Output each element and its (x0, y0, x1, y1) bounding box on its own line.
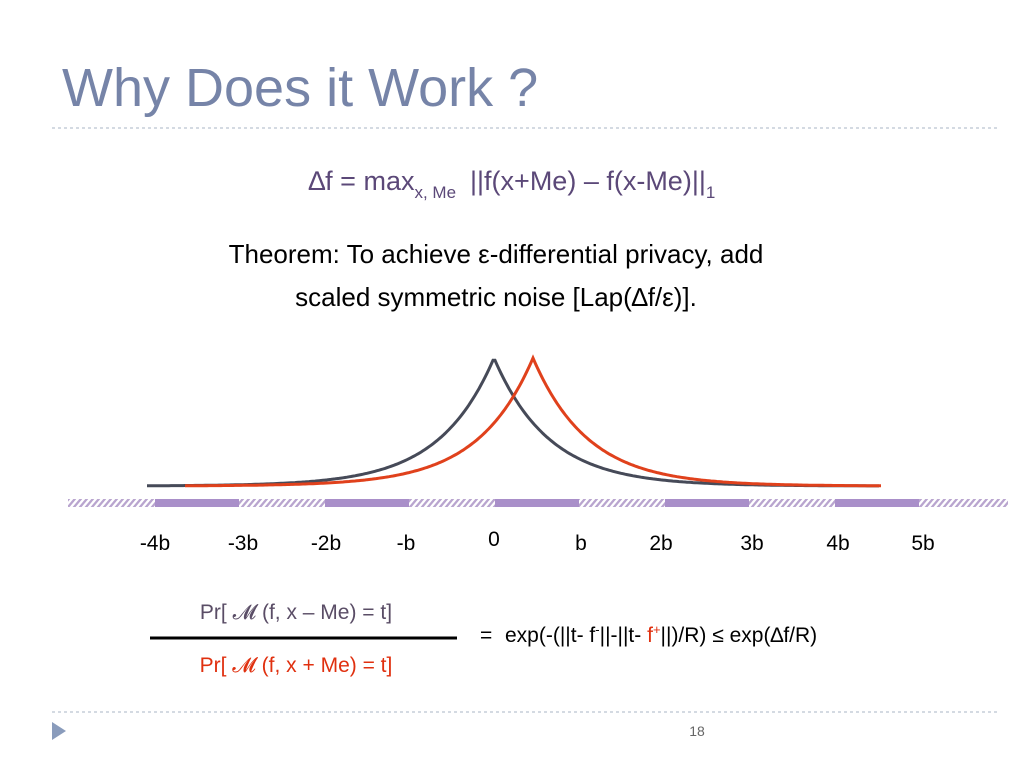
rhs-part: ||)/R) ≤ exp(∆f/R) (661, 624, 818, 647)
nav-arrow[interactable] (52, 722, 66, 740)
ratio-denominator: Pr[ 𝓜 (f, x + Me) = t] (200, 654, 393, 677)
axis-segment (665, 499, 749, 507)
formula-lhs: ∆f = max (309, 166, 415, 196)
page-number: 18 (689, 723, 705, 739)
axis-segment (155, 499, 239, 507)
rhs-sup: + (653, 622, 661, 637)
axis-label: 3b (740, 532, 763, 555)
axis-segment (835, 499, 919, 507)
rhs-part: ||-||t- (600, 624, 647, 647)
axis-label: -b (397, 532, 416, 555)
axis-segment (495, 499, 579, 507)
axis-label: b (575, 532, 587, 555)
axis-label: 2b (649, 532, 672, 555)
axis-label: 4b (826, 532, 849, 555)
slide-title: Why Does it Work ? (62, 58, 538, 118)
rhs-part: exp(-(||t- (505, 624, 589, 647)
equals-sign: = (480, 624, 492, 647)
sensitivity-formula: ∆f = maxx, Me ||f(x+Me) – f(x-Me)||1 (309, 166, 716, 202)
formula-norm: 1 (706, 183, 715, 202)
axis-label: 5b (911, 532, 934, 555)
formula-rhs: ||f(x+Me) – f(x-Me)|| (470, 166, 706, 196)
laplace-curve (147, 358, 879, 488)
rhs-part: f (589, 624, 595, 647)
ratio-rhs: exp(-(||t- f-||-||t- f+||)/R) ≤ exp(∆f/R… (505, 622, 817, 647)
rhs-sup: - (595, 622, 599, 637)
ratio-numerator: Pr[ 𝓜 (f, x – Me) = t] (200, 601, 392, 624)
rhs-part: f (647, 624, 653, 647)
laplace-curve-shifted (185, 354, 881, 488)
formula-sub: x, Me (414, 183, 456, 202)
axis-label: -4b (140, 532, 170, 555)
theorem-line: Theorem: To achieve ε-differential priva… (229, 239, 764, 269)
axis-segment (325, 499, 409, 507)
axis-label: -2b (311, 532, 341, 555)
axis-label: -3b (228, 532, 258, 555)
axis-label: 0 (488, 528, 500, 551)
theorem-line: scaled symmetric noise [Lap(∆f/ε)]. (295, 282, 697, 312)
